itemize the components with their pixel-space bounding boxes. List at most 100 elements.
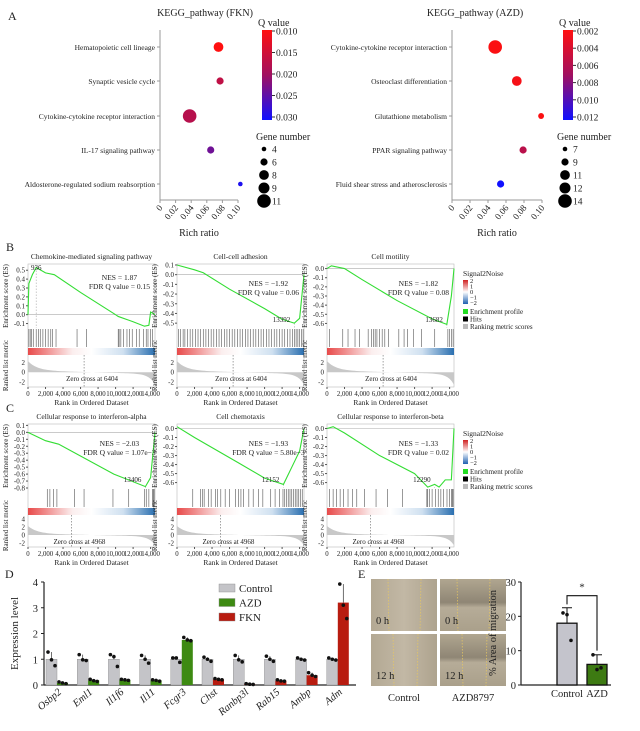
x-tick-label: 2,000 (38, 391, 54, 398)
data-point (146, 661, 151, 665)
metric-tick-label: 2 (171, 524, 175, 532)
pathway-label: IL-17 signaling pathway (81, 146, 155, 155)
size-legend-dot (560, 170, 570, 180)
x-tick-label: 14,000 (440, 391, 459, 398)
legend-swatch (218, 612, 236, 622)
legend-title: Signal2Noise (463, 429, 504, 438)
size-legend-dot (558, 194, 572, 208)
pathway-label: Cytokine-cytokine receptor interaction (39, 112, 155, 121)
metric-tick-label: -2 (168, 379, 174, 387)
colorbar-tick-label: 0.030 (276, 114, 298, 124)
y-tick-label: -0.2 (163, 291, 175, 299)
data-point (334, 658, 338, 662)
y-tick-label: -0.5 (313, 311, 325, 319)
x-tick-label: 4,000 (204, 391, 220, 398)
x-tick-label: 14,000 (290, 551, 309, 558)
x-tick-label: 12,000 (273, 551, 292, 558)
x-tick-label: 4,000 (204, 551, 220, 558)
zero-cross-label: Zero cross at 6404 (215, 375, 267, 383)
x-tick-label: 0 (175, 391, 179, 398)
kegg-plot-kegg_azd: KEGG_pathway (AZD) 0 0.02 0.04 0.06 0.08 0.10 R… (331, 8, 612, 239)
y-axis-label-metric: Ranked list metric (2, 340, 10, 391)
control-bar (326, 659, 338, 686)
size-legend-dot (259, 170, 269, 180)
timepoint-label: 12 h (445, 671, 464, 682)
data-point (57, 680, 61, 684)
y-tick-label: -0.5 (163, 320, 175, 328)
x-tick-label: 2,000 (38, 551, 54, 558)
zero-cross-label: Zero cross at 4968 (353, 538, 405, 546)
chart-title: KEGG_pathway (AZD) (427, 8, 523, 19)
x-tick-label: 2,000 (337, 391, 353, 398)
x-tick-label: 6,000 (73, 391, 89, 398)
bubble-point (511, 76, 522, 86)
gene-label: Rab15 (253, 687, 282, 714)
data-point (189, 638, 193, 643)
nes-label: NES = −1.33 (399, 439, 439, 448)
data-point (216, 677, 221, 682)
y-tick-label: -0.1 (163, 281, 175, 289)
microscopy-image (440, 634, 506, 686)
gene-label: Adm (322, 687, 345, 709)
y-axis-label: Expression level (9, 597, 21, 670)
plot-frame (27, 423, 156, 548)
pathway-label: Synaptic vesicle cycle (88, 77, 155, 86)
data-point (46, 650, 50, 654)
timepoint-label: 0 h (376, 616, 390, 627)
peak-rank-label: 12290 (413, 476, 431, 484)
y-axis-label-metric: Ranked list metric (301, 500, 309, 551)
legend-swatch (463, 324, 468, 329)
data-point (49, 657, 54, 662)
x-tick-label: 0.02 (457, 203, 475, 221)
panel-label-e: E (358, 567, 365, 581)
zero-cross-label: Zero cross at 4968 (54, 538, 106, 546)
treatment-bar (181, 639, 193, 685)
y-tick-label: 0.1 (16, 302, 25, 310)
size-legend-dot (562, 146, 568, 152)
data-point (150, 678, 155, 682)
zero-cross-label: Zero cross at 4968 (203, 538, 255, 546)
x-axis-label: Rank in Ordered Dataset (353, 558, 428, 567)
legend-swatch (463, 469, 468, 474)
legend-label: Control (239, 583, 273, 595)
microscopy-image (440, 579, 506, 631)
chart-title: Cell chemotaxis (216, 412, 265, 421)
colorbar-title: Q value (258, 18, 290, 29)
data-point (599, 666, 603, 670)
signal2noise-colorbar (463, 280, 468, 304)
peak-rank-label: 13682 (425, 316, 443, 324)
x-tick-label: 6,000 (73, 551, 89, 558)
y-axis-label-metric: Ranked list metric (151, 340, 159, 391)
chart-title: Cell motility (371, 252, 409, 261)
x-tick-label: 0 (154, 202, 165, 212)
x-tick-label: 8,000 (389, 391, 405, 398)
size-legend-dot (561, 158, 569, 166)
data-point (595, 667, 599, 672)
treatment-bar (337, 602, 349, 685)
peak-rank-label: 13406 (124, 476, 142, 484)
scratch-assay-images: 0 h 12 h 0 h 12 h Control AZD8797 (371, 578, 506, 704)
x-tick-label: 6,000 (372, 391, 388, 398)
timepoint-label: 0 h (445, 616, 459, 627)
data-point (213, 676, 217, 681)
x-tick-label: 4,000 (354, 551, 370, 558)
size-legend-dot (559, 182, 571, 194)
x-tick-label: 2,000 (187, 391, 203, 398)
data-point (60, 681, 65, 685)
data-point (123, 678, 127, 682)
category-label: Control (551, 689, 583, 700)
control-bar (295, 659, 307, 686)
legend-label: Hits (470, 476, 482, 484)
colorbar-tick-label: 0.010 (276, 28, 298, 38)
metric-tick-label: -2 (168, 540, 174, 548)
x-tick-label: 8,000 (90, 391, 106, 398)
peak-rank-label: 13392 (273, 316, 291, 324)
wound-edge-line (461, 633, 464, 687)
size-legend-label: 9 (573, 159, 578, 169)
colorbar (262, 30, 272, 120)
colorbar-title: Q value (559, 18, 591, 29)
size-legend-label: 14 (573, 198, 583, 208)
y-tick-label: 0 (33, 681, 38, 692)
bubble-point (213, 42, 224, 52)
